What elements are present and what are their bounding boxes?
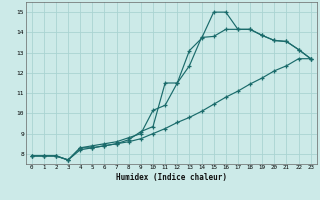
X-axis label: Humidex (Indice chaleur): Humidex (Indice chaleur) <box>116 173 227 182</box>
